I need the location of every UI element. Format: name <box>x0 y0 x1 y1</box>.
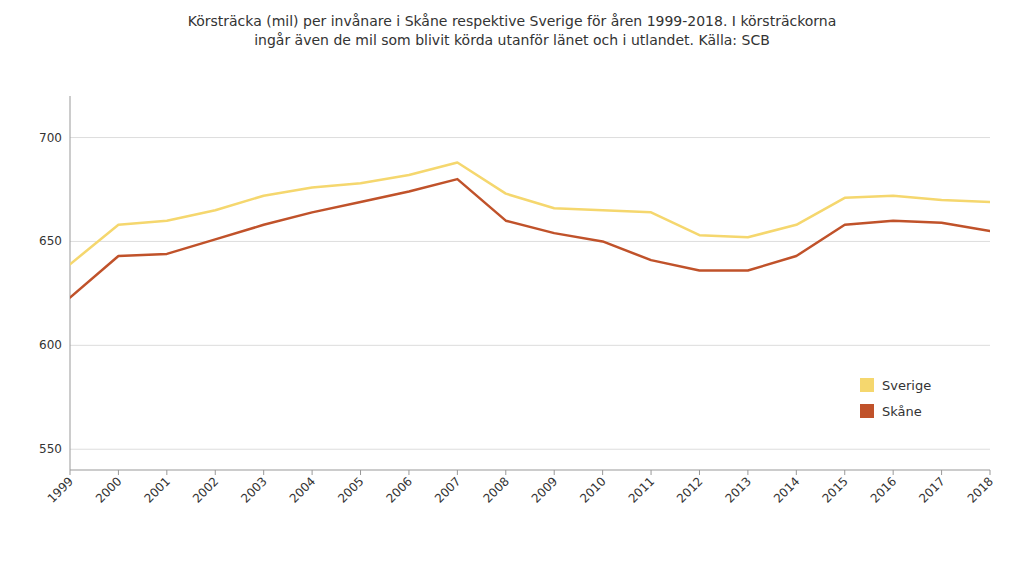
x-tick-label: 2011 <box>626 474 657 505</box>
grid-line <box>70 449 990 450</box>
x-tick-label: 2004 <box>287 474 318 505</box>
chart-container: Körsträcka (mil) per invånare i Skåne re… <box>0 0 1024 576</box>
legend: Sverige Skåne <box>860 378 931 419</box>
x-tick <box>554 470 555 475</box>
grid-line <box>70 137 990 138</box>
x-tick-label: 2018 <box>965 474 996 505</box>
legend-label: Skåne <box>882 404 922 419</box>
y-tick-label: 550 <box>39 442 62 456</box>
x-tick-label: 2001 <box>141 474 172 505</box>
x-tick <box>941 470 942 475</box>
title: Körsträcka (mil) per invånare i Skåne re… <box>188 13 837 48</box>
x-tick-label: 2014 <box>771 474 802 505</box>
x-tick <box>796 470 797 475</box>
legend-swatch <box>860 378 874 392</box>
x-tick-label: 2008 <box>480 474 511 505</box>
x-tick <box>166 470 167 475</box>
x-tick-label: 2016 <box>868 474 899 505</box>
grid-line <box>70 345 990 346</box>
series-group <box>70 162 990 297</box>
title-line: Körsträcka (mil) per invånare i Skåne re… <box>188 13 837 29</box>
x-tick <box>215 470 216 475</box>
x-tick <box>408 470 409 475</box>
x-tick <box>360 470 361 475</box>
y-tick-label: 700 <box>39 131 62 145</box>
title-line: ingår även de mil som blivit körda utanf… <box>254 32 770 48</box>
x-tick-label: 2006 <box>384 474 415 505</box>
grid <box>70 138 990 450</box>
x-tick-label: 2012 <box>674 474 705 505</box>
x-tick <box>651 470 652 475</box>
x-tick <box>893 470 894 475</box>
y-tick-label: 600 <box>39 338 62 352</box>
x-tick <box>699 470 700 475</box>
x-tick-label: 2005 <box>335 474 366 505</box>
x-tick-label: 2017 <box>916 474 947 505</box>
y-tick-label: 650 <box>39 234 62 248</box>
x-tick-label: 2007 <box>432 474 463 505</box>
legend-swatch <box>860 404 874 418</box>
x-tick <box>990 470 991 475</box>
x-tick-label: 2015 <box>819 474 850 505</box>
x-tick <box>312 470 313 475</box>
x-tick <box>602 470 603 475</box>
x-tick <box>505 470 506 475</box>
x-tick-label: 2002 <box>190 474 221 505</box>
x-tick-label: 2009 <box>529 474 560 505</box>
x-tick <box>263 470 264 475</box>
legend-label: Sverige <box>882 378 931 393</box>
series-line <box>70 162 990 264</box>
x-tick-label: 1999 <box>45 474 76 505</box>
chart-svg: Körsträcka (mil) per invånare i Skåne re… <box>0 0 1024 576</box>
x-tick <box>70 470 71 475</box>
x-tick-label: 2013 <box>723 474 754 505</box>
y-axis-line <box>70 96 71 470</box>
x-tick-label: 2000 <box>93 474 124 505</box>
x-tick <box>457 470 458 475</box>
x-tick <box>844 470 845 475</box>
x-tick-label: 2003 <box>238 474 269 505</box>
x-tick <box>747 470 748 475</box>
x-tick <box>118 470 119 475</box>
x-tick-label: 2010 <box>577 474 608 505</box>
x-axis-line <box>70 470 990 471</box>
series-line <box>70 179 990 297</box>
